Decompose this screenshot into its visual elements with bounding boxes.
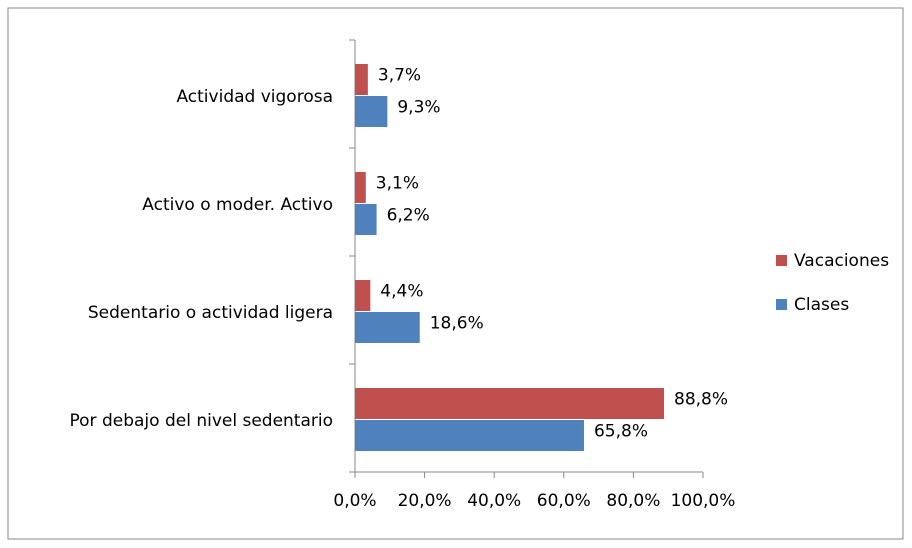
value-label: 9,3% [397, 98, 440, 118]
legend-label: Clases [794, 295, 849, 315]
x-tick-label: 40,0% [467, 491, 521, 511]
x-tick-label: 80,0% [606, 491, 660, 511]
value-label: 88,8% [674, 390, 728, 410]
bar [355, 96, 388, 127]
bar [355, 420, 584, 451]
bar [355, 280, 371, 311]
bar [355, 204, 377, 235]
y-tick-label: Actividad vigorosa [176, 87, 333, 107]
value-label: 3,7% [378, 66, 421, 86]
y-tick-label: Por debajo del nivel sedentario [70, 411, 333, 431]
legend-label: Vacaciones [794, 251, 889, 271]
legend-swatch [776, 299, 787, 310]
chart-border [7, 7, 904, 540]
bar [355, 64, 368, 95]
value-label: 18,6% [430, 314, 484, 334]
bar [355, 312, 420, 343]
x-tick-label: 100,0% [671, 491, 736, 511]
x-tick-label: 60,0% [537, 491, 591, 511]
value-label: 6,2% [387, 206, 430, 226]
legend-swatch [776, 255, 787, 266]
y-tick-label: Activo o moder. Activo [142, 195, 333, 215]
value-label: 3,1% [376, 174, 419, 194]
value-label: 65,8% [594, 422, 648, 442]
x-tick-label: 20,0% [398, 491, 452, 511]
x-tick-label: 0,0% [333, 491, 376, 511]
y-tick-label: Sedentario o actividad ligera [88, 303, 333, 323]
bar [355, 172, 366, 203]
value-label: 4,4% [380, 282, 423, 302]
bar [355, 388, 665, 419]
